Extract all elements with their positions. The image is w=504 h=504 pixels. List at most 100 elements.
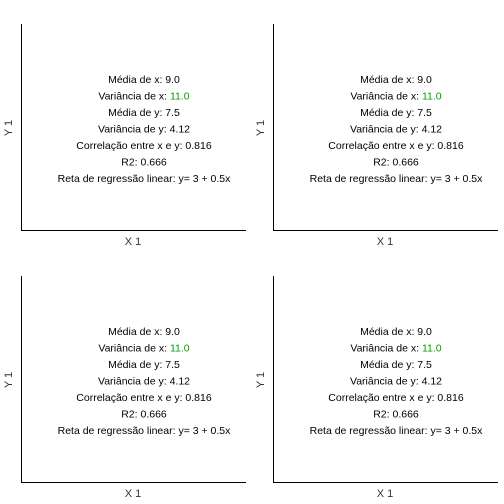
stat-label: Reta de regressão linear: xyxy=(58,425,179,437)
stat-mean-y: Média de y: 7.5 xyxy=(108,107,180,119)
stat-correlation: Correlação entre x e y: 0.816 xyxy=(76,140,212,152)
stat-label: Correlação entre x e y: xyxy=(76,392,185,404)
stat-variance-y: Variância de y: 4.12 xyxy=(350,376,442,388)
stat-value: y= 3 + 0.5x xyxy=(430,173,483,185)
stat-value: y= 3 + 0.5x xyxy=(430,425,483,437)
stat-label: Reta de regressão linear: xyxy=(310,173,431,185)
x-axis-label: X 1 xyxy=(125,236,142,248)
stat-value: 11.0 xyxy=(170,91,190,103)
stat-value: 9.0 xyxy=(417,326,432,338)
stat-value: 7.5 xyxy=(165,359,180,371)
stat-value: 7.5 xyxy=(417,359,432,371)
stat-variance-x: Variância de x: 11.0 xyxy=(98,343,189,355)
stat-label: Variância de y: xyxy=(350,124,422,136)
stat-value: 0.816 xyxy=(437,392,463,404)
stat-regression-line: Reta de regressão linear: y= 3 + 0.5x xyxy=(310,425,484,437)
stat-variance-x: Variância de x: 11.0 xyxy=(98,91,189,103)
stat-value: y= 3 + 0.5x xyxy=(178,425,231,437)
stat-r2: R2: 0.666 xyxy=(373,157,419,169)
stat-label: Variância de x: xyxy=(98,343,170,355)
chart-panel-3: Y 1 X 1 Média de x: 9.0 Variância de x: 11.… xyxy=(0,252,252,504)
stat-value: 7.5 xyxy=(417,107,432,119)
stat-mean-x: Média de x: 9.0 xyxy=(108,74,180,86)
stat-r2: R2: 0.666 xyxy=(373,409,419,421)
stat-correlation: Correlação entre x e y: 0.816 xyxy=(328,140,464,152)
stat-value: 0.816 xyxy=(185,140,211,152)
x-axis-label: X 1 xyxy=(125,488,142,500)
stat-label: Variância de x: xyxy=(350,91,422,103)
stat-label: Variância de x: xyxy=(350,343,422,355)
x-axis-label: X 1 xyxy=(377,236,394,248)
y-axis-label: Y 1 xyxy=(3,120,15,136)
stat-value: 9.0 xyxy=(165,326,180,338)
y-axis-label: Y 1 xyxy=(255,120,267,136)
stat-mean-x: Média de x: 9.0 xyxy=(108,326,180,338)
stat-value: 0.666 xyxy=(392,409,418,421)
stat-variance-y: Variância de y: 4.12 xyxy=(98,376,190,388)
x-axis-label: X 1 xyxy=(377,488,394,500)
chart-panel-1: Y 1 X 1 Média de x: 9.0 Variância de x: 11.… xyxy=(0,0,252,252)
stat-label: Média de x: xyxy=(108,74,165,86)
stat-value: 4.12 xyxy=(422,376,443,388)
stat-regression-line: Reta de regressão linear: y= 3 + 0.5x xyxy=(58,425,232,437)
chart-svg: Y 1 X 1 Média de x: 9.0 Variância de x: 11.… xyxy=(3,24,246,248)
stat-label: Reta de regressão linear: xyxy=(58,173,179,185)
stat-value: 0.666 xyxy=(392,157,418,169)
stat-value: 9.0 xyxy=(417,74,432,86)
stat-correlation: Correlação entre x e y: 0.816 xyxy=(328,392,464,404)
stat-variance-y: Variância de y: 4.12 xyxy=(98,124,190,136)
stat-value: 0.666 xyxy=(140,409,166,421)
stat-value: 0.816 xyxy=(437,140,463,152)
stat-label: Variância de y: xyxy=(98,376,170,388)
stat-value: 11.0 xyxy=(422,91,442,103)
stat-label: Média de x: xyxy=(360,326,417,338)
stat-label: Correlação entre x e y: xyxy=(76,140,185,152)
stat-label: Correlação entre x e y: xyxy=(328,140,437,152)
stat-variance-y: Variância de y: 4.12 xyxy=(350,124,442,136)
stat-mean-y: Média de y: 7.5 xyxy=(108,359,180,371)
stat-label: R2: xyxy=(373,157,392,169)
stat-mean-x: Média de x: 9.0 xyxy=(360,326,432,338)
y-axis-label: Y 1 xyxy=(255,372,267,388)
stat-label: Variância de y: xyxy=(98,124,170,136)
stat-value: 11.0 xyxy=(422,343,442,355)
stat-label: Variância de x: xyxy=(98,91,170,103)
stat-label: Correlação entre x e y: xyxy=(328,392,437,404)
stat-regression-line: Reta de regressão linear: y= 3 + 0.5x xyxy=(58,173,232,185)
stat-mean-y: Média de y: 7.5 xyxy=(360,359,432,371)
stat-label: R2: xyxy=(373,409,392,421)
y-axis-label: Y 1 xyxy=(3,372,15,388)
stat-variance-x: Variância de x: 11.0 xyxy=(350,343,441,355)
stat-value: 7.5 xyxy=(165,107,180,119)
stat-label: Média de y: xyxy=(360,359,417,371)
chart-panel-4: Y 1 X 1 Média de x: 9.0 Variância de x: 11.… xyxy=(252,252,504,504)
stat-label: R2: xyxy=(121,409,140,421)
stat-value: 9.0 xyxy=(165,74,180,86)
chart-svg: Y 1 X 1 Média de x: 9.0 Variância de x: 11.… xyxy=(255,24,498,248)
stat-value: 4.12 xyxy=(170,124,191,136)
chart-svg: Y 1 X 1 Média de x: 9.0 Variância de x: 11.… xyxy=(3,276,246,500)
chart-svg: Y 1 X 1 Média de x: 9.0 Variância de x: 11.… xyxy=(255,276,498,500)
stat-regression-line: Reta de regressão linear: y= 3 + 0.5x xyxy=(310,173,484,185)
stat-label: Média de y: xyxy=(108,359,165,371)
stat-value: 0.816 xyxy=(185,392,211,404)
stat-label: Variância de y: xyxy=(350,376,422,388)
stat-value: 4.12 xyxy=(422,124,443,136)
stat-value: 0.666 xyxy=(140,157,166,169)
stat-variance-x: Variância de x: 11.0 xyxy=(350,91,441,103)
stat-label: Média de x: xyxy=(360,74,417,86)
stat-mean-y: Média de y: 7.5 xyxy=(360,107,432,119)
chart-panel-2: Y 1 X 1 Média de x: 9.0 Variância de x: 11.… xyxy=(252,0,504,252)
stat-label: R2: xyxy=(121,157,140,169)
stat-value: y= 3 + 0.5x xyxy=(178,173,231,185)
stat-label: Média de x: xyxy=(108,326,165,338)
stat-value: 4.12 xyxy=(170,376,191,388)
stat-label: Média de y: xyxy=(108,107,165,119)
stat-label: Reta de regressão linear: xyxy=(310,425,431,437)
stat-label: Média de y: xyxy=(360,107,417,119)
stat-r2: R2: 0.666 xyxy=(121,157,167,169)
stat-mean-x: Média de x: 9.0 xyxy=(360,74,432,86)
stat-value: 11.0 xyxy=(170,343,190,355)
stat-correlation: Correlação entre x e y: 0.816 xyxy=(76,392,212,404)
stat-r2: R2: 0.666 xyxy=(121,409,167,421)
